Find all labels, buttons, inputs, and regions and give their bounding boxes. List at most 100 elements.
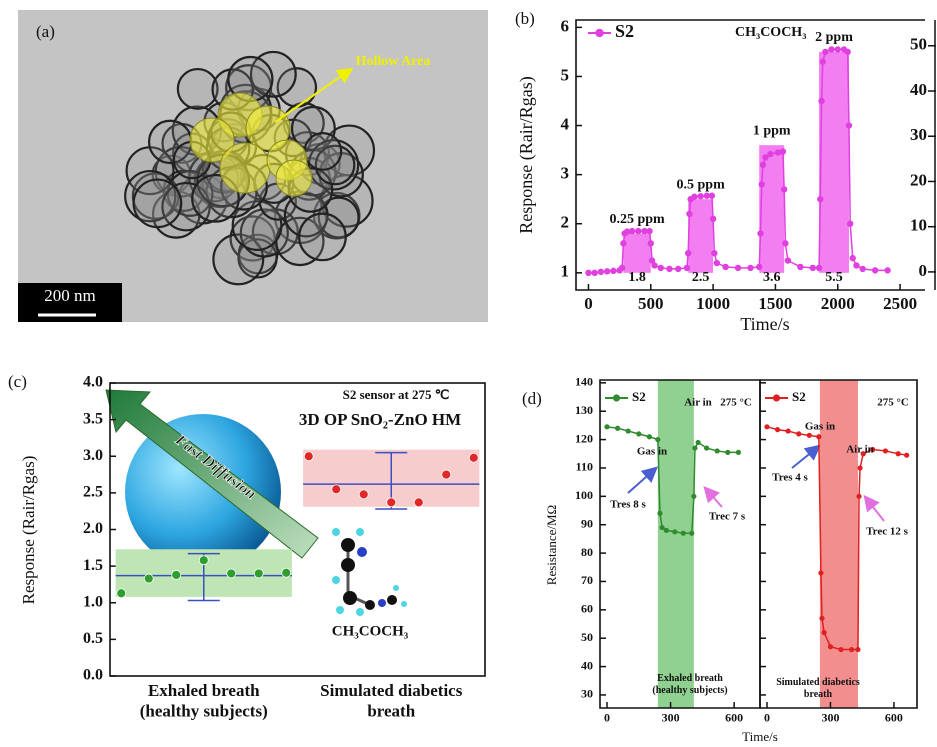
data-point [853, 262, 859, 268]
data-point [725, 450, 730, 455]
x-tick-label: 300 [821, 711, 839, 725]
pulse-bar [819, 52, 849, 273]
data-point [835, 46, 841, 52]
y-axis-title: Response (Rair/Rgas) [19, 456, 38, 605]
panel-label: (a) [36, 22, 55, 41]
y-tick-label: 2.5 [83, 484, 103, 501]
response-label: 1.8 [628, 270, 646, 285]
data-point [655, 437, 660, 442]
y-tick-label: 90 [581, 516, 593, 530]
data-point [760, 162, 766, 168]
data-point [610, 268, 616, 274]
annotation: Tres 4 s [772, 472, 808, 484]
data-point [759, 181, 765, 187]
data-point [817, 196, 823, 202]
data-point [604, 424, 609, 429]
data-point [282, 568, 291, 577]
y-tick-label: 120 [575, 431, 593, 445]
data-point [847, 221, 853, 227]
legend-label: S2 [792, 389, 806, 404]
data-point [675, 266, 681, 272]
data-point [828, 46, 834, 52]
x-tick-label: 600 [725, 711, 743, 725]
x-tick-label: Exhaled breath(healthy subjects) [140, 681, 268, 720]
data-point [764, 424, 769, 429]
y2-tick-label: 0 [919, 261, 928, 280]
data-point [304, 452, 313, 461]
annotation: Air in [846, 444, 874, 456]
annotation: Trec 7 s [709, 511, 746, 523]
x-axis-title: Time/s [740, 314, 789, 334]
data-point [704, 445, 709, 450]
data-point [666, 266, 672, 272]
data-point [685, 250, 691, 256]
data-point [818, 98, 824, 104]
data-point [883, 448, 888, 453]
y-tick-label: 70 [581, 573, 593, 587]
data-point [199, 556, 208, 565]
data-point [849, 647, 854, 652]
y-tick-label: 4 [561, 114, 570, 133]
y-tick-label: 2 [561, 213, 570, 232]
y-axis-title: Response (Rair/Rgas) [516, 76, 537, 233]
data-point [691, 494, 696, 499]
data-point [651, 262, 657, 268]
data-point [626, 428, 631, 433]
x-tick-label: 2500 [883, 294, 917, 313]
response-label: 2.5 [692, 270, 710, 285]
pulse-label: 0.5 ppm [677, 177, 726, 192]
data-point [585, 270, 591, 276]
data-point [647, 434, 652, 439]
y-tick-label: 100 [575, 488, 593, 502]
y-tick-label: 3.5 [83, 410, 103, 427]
data-point [786, 428, 791, 433]
y-tick-label: 3.0 [83, 447, 103, 464]
x-tick-label: 500 [638, 294, 664, 313]
x-tick-label: 1000 [696, 294, 730, 313]
data-point [636, 431, 641, 436]
legend-label: S2 [632, 389, 646, 404]
data-point [469, 453, 478, 462]
annotation: Hollow Area [356, 54, 431, 69]
annotation: CH₃COCH₃ [332, 623, 409, 639]
data-point [658, 265, 664, 271]
panel-label: (b) [515, 9, 535, 28]
data-point [816, 265, 822, 271]
data-point [254, 569, 263, 578]
data-point [620, 240, 626, 246]
exposure-region [658, 380, 694, 708]
data-point [850, 255, 856, 261]
data-point [648, 240, 654, 246]
data-point [775, 427, 780, 432]
data-point [785, 257, 791, 263]
y-axis-title: Resistance/MΩ [544, 505, 559, 585]
data-point [810, 265, 816, 271]
data-point [735, 265, 741, 271]
x-tick-label: 300 [662, 711, 680, 725]
data-point [722, 264, 728, 270]
data-point [857, 465, 862, 470]
data-point [736, 450, 741, 455]
y-tick-label: 1.5 [83, 557, 103, 574]
annotation: Trec 12 s [866, 526, 908, 538]
data-point [709, 193, 715, 199]
grain [134, 180, 182, 228]
data-point [697, 193, 703, 199]
y-tick-label: 1.0 [83, 593, 103, 610]
data-point [781, 186, 787, 192]
data-point [816, 434, 821, 439]
legend-label: S2 [615, 21, 634, 41]
annotation: S2 sensor at 275 ℃ [343, 387, 450, 402]
data-point [711, 250, 717, 256]
data-point [896, 451, 901, 456]
micrograph: (a) Hollow Area 200 nm [18, 10, 488, 322]
data-point [828, 644, 833, 649]
data-point [884, 267, 890, 273]
x-tick-label: 2000 [821, 294, 855, 313]
data-point [819, 616, 824, 621]
data-point [782, 240, 788, 246]
data-point [664, 528, 669, 533]
data-point [689, 531, 694, 536]
grain [305, 133, 342, 170]
y2-tick-label: 30 [910, 125, 927, 144]
